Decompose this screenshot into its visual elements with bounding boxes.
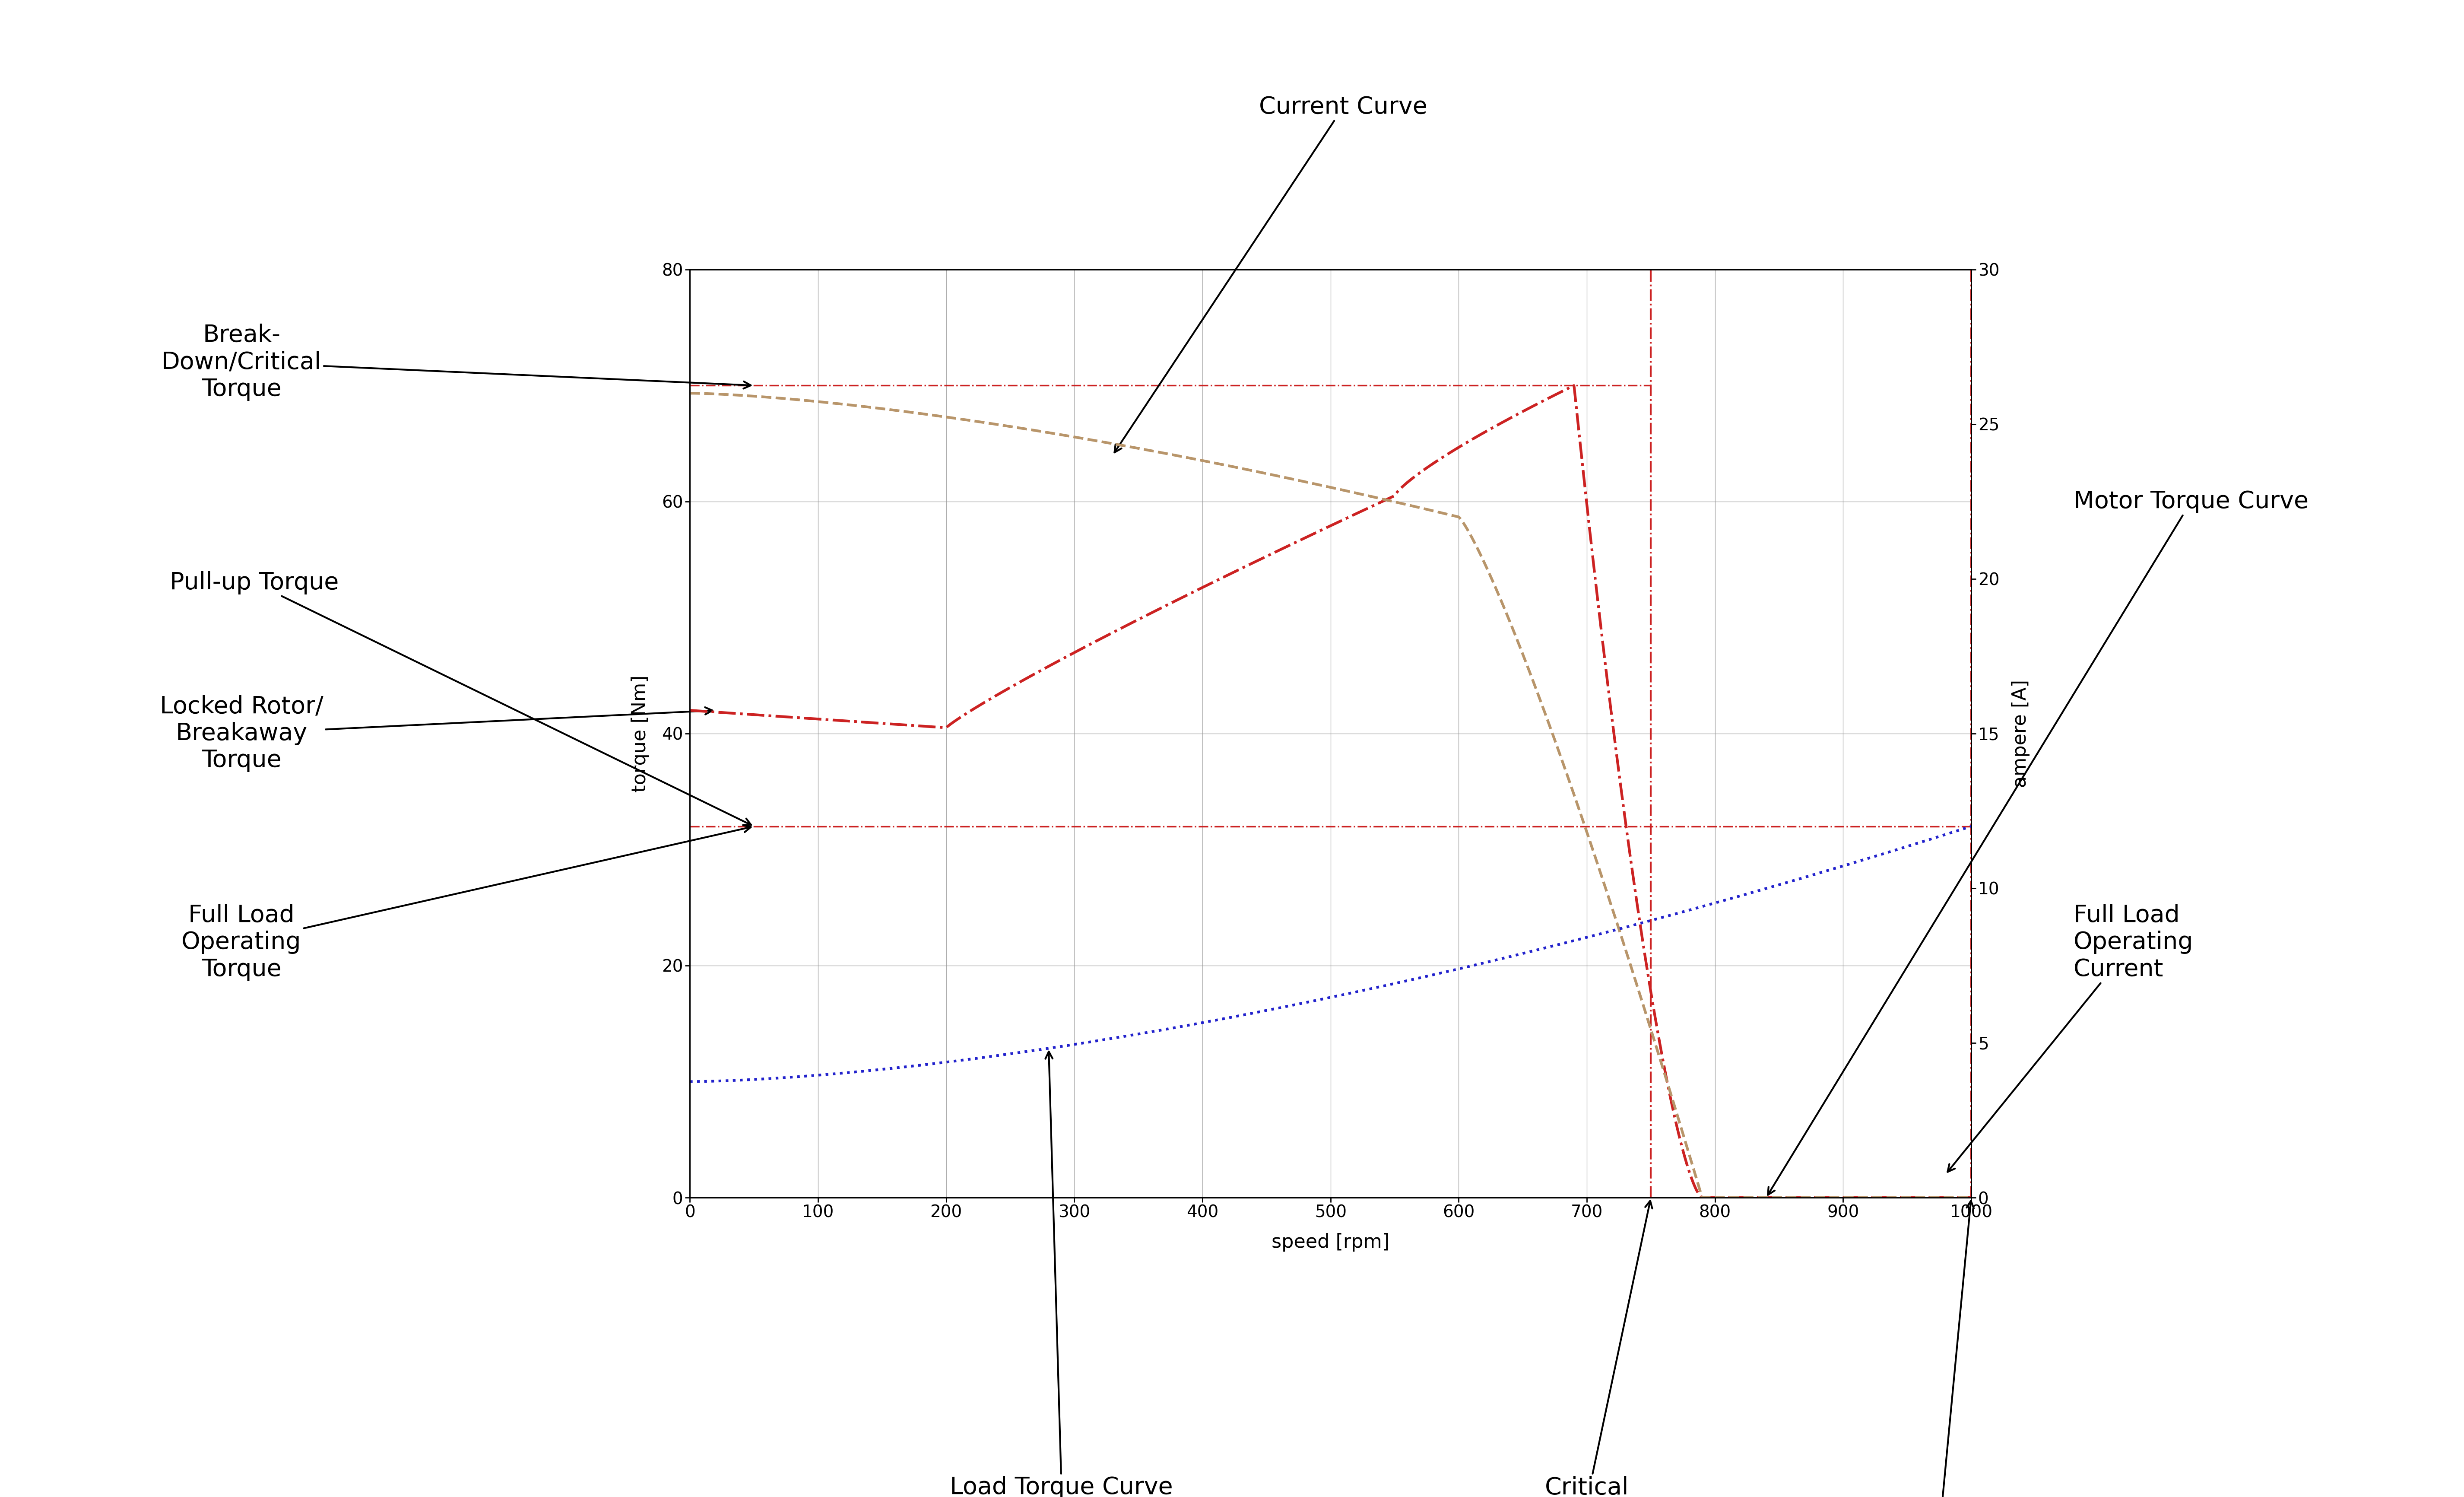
- Text: Break-
Down/Critical
Torque: Break- Down/Critical Torque: [163, 323, 752, 401]
- Y-axis label: ampere [A]: ampere [A]: [2011, 680, 2030, 787]
- Text: Locked Rotor/
Breakaway
Torque: Locked Rotor/ Breakaway Torque: [160, 695, 712, 772]
- Text: Current Curve: Current Curve: [1114, 96, 1427, 452]
- Text: Full Load
Operating
Current: Full Load Operating Current: [1947, 904, 2193, 1172]
- Text: Load Torque Curve: Load Torque Curve: [951, 1051, 1173, 1497]
- Y-axis label: torque [Nm]: torque [Nm]: [631, 675, 650, 792]
- X-axis label: speed [rpm]: speed [rpm]: [1271, 1234, 1390, 1251]
- Text: Motor Torque Curve: Motor Torque Curve: [1767, 490, 2309, 1195]
- Text: Critical
Speed/Slip: Critical Speed/Slip: [1523, 1201, 1653, 1497]
- Text: Full Load
Operating
Speed/Slip: Full Load Operating Speed/Slip: [1868, 1201, 1996, 1497]
- Text: Full Load
Operating
Torque: Full Load Operating Torque: [182, 825, 752, 981]
- Text: Pull-up Torque: Pull-up Torque: [170, 570, 752, 825]
